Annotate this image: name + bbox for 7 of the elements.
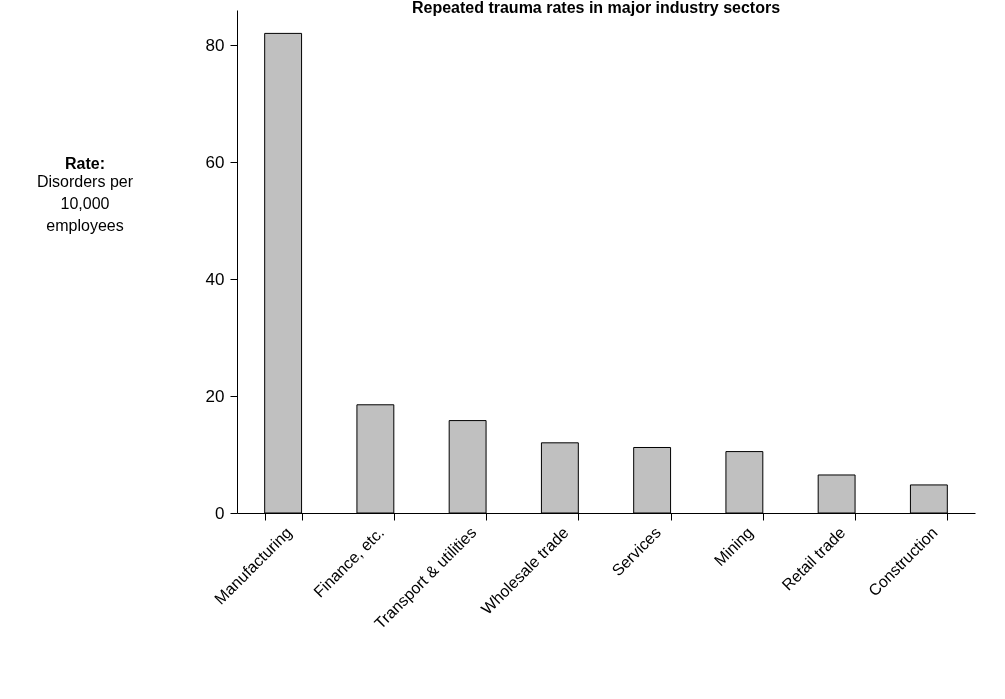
y-tick-label: 80 bbox=[205, 35, 225, 55]
y-axis-title: Rate: Disorders per 10,000 employees bbox=[36, 155, 134, 234]
y-tick-label: 20 bbox=[205, 386, 225, 406]
y-tick-label: 40 bbox=[205, 269, 225, 289]
y-tick-label: 0 bbox=[215, 503, 225, 523]
chart-title: Repeated trauma rates in major industry sectors bbox=[411, 0, 781, 16]
y-tick-label: 60 bbox=[205, 152, 225, 172]
